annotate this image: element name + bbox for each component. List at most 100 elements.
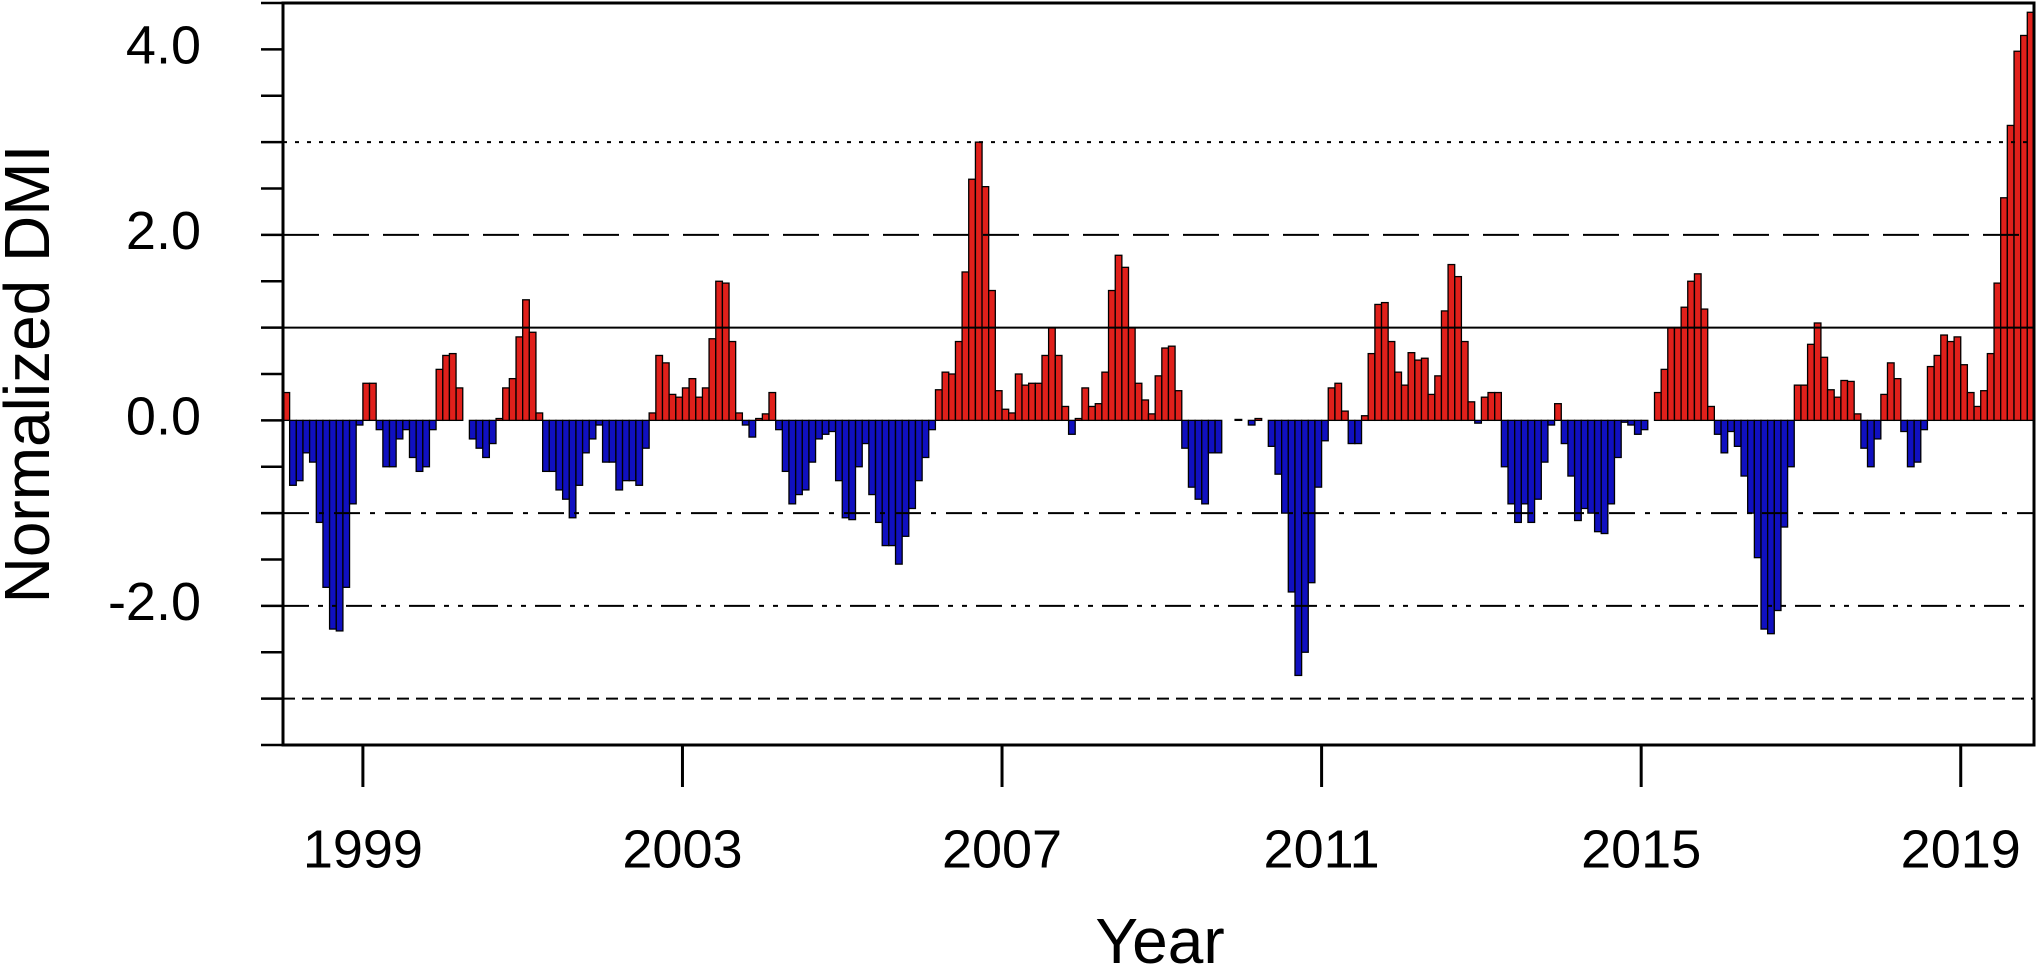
bar [1494,391,1503,422]
bar [1786,419,1795,468]
bar [408,419,417,459]
bar [988,289,996,422]
bar [668,393,677,422]
bar [1833,396,1842,422]
bar [834,419,843,482]
bar [1094,403,1103,422]
bar [874,419,883,524]
bar [1414,359,1423,422]
bar [328,419,337,630]
bar [1281,419,1289,514]
bar [1074,417,1083,422]
bar [1906,419,1915,468]
bar [388,419,397,468]
bar [808,419,817,463]
bar [1993,282,2002,422]
bar [1500,419,1509,468]
x-tick-label: 1999 [303,819,423,879]
bar [675,396,684,422]
bar [1534,419,1542,500]
bar [1660,368,1669,422]
bar [302,419,311,454]
bar [781,419,790,473]
bar [1980,390,1988,422]
bar [542,419,550,473]
bar [1966,391,1975,422]
bar [921,419,930,459]
bar [1760,419,1769,630]
bar [1573,419,1582,522]
bar [1347,419,1356,445]
bar [1367,352,1376,422]
bar [1434,375,1443,422]
bar [1727,419,1735,433]
bar [1926,365,1935,422]
bar [934,389,943,422]
bar [948,373,957,422]
bar [1087,405,1096,422]
bar [1480,396,1489,422]
bar [1254,417,1263,422]
bar [681,387,690,422]
bar [1334,382,1343,422]
bar [1467,401,1476,422]
y-tick-label: -2.0 [108,572,201,632]
bar [1553,403,1562,422]
bar [1806,343,1815,422]
bar [1141,399,1150,422]
bar [1307,419,1316,584]
bar [1687,280,1696,422]
bar [348,419,357,505]
bar [1234,418,1243,422]
bar [1953,336,1962,422]
bar [1753,419,1762,559]
bar [1580,419,1589,510]
bar [2020,34,2028,422]
bar [475,419,484,449]
bar [715,280,724,422]
bar [1427,393,1436,422]
bar [601,419,610,463]
bar [1773,419,1782,612]
bar [568,419,577,519]
bar [994,390,1003,422]
bar [1420,357,1429,422]
bar [661,362,670,422]
bar [1187,419,1196,488]
bar [648,412,657,422]
bar [308,419,317,463]
bar [488,419,497,445]
bar [1147,413,1156,422]
x-tick-label: 2011 [1264,819,1380,879]
bar [868,419,877,496]
bar [555,419,564,491]
bar [1820,356,1829,422]
bar [1327,387,1336,422]
bar [1740,419,1749,477]
bar [1394,371,1403,422]
bar [1520,419,1529,505]
bar [1460,340,1469,422]
bar [1201,419,1210,505]
bar [761,413,770,422]
bar [402,419,411,431]
bar [528,331,537,422]
bar [941,371,950,422]
bar [1700,308,1709,422]
bar [1487,391,1496,422]
bar [1900,419,1909,433]
bar [741,419,750,426]
bar [854,419,863,468]
bar [981,185,990,422]
bar [1047,326,1056,422]
bar [1713,419,1722,435]
bar [1474,419,1483,424]
bar [1167,345,1176,422]
bar [535,412,544,422]
bar [1973,405,1982,422]
bar [1514,419,1522,524]
bar [515,336,524,422]
bar [1826,389,1835,422]
bar [415,419,424,473]
